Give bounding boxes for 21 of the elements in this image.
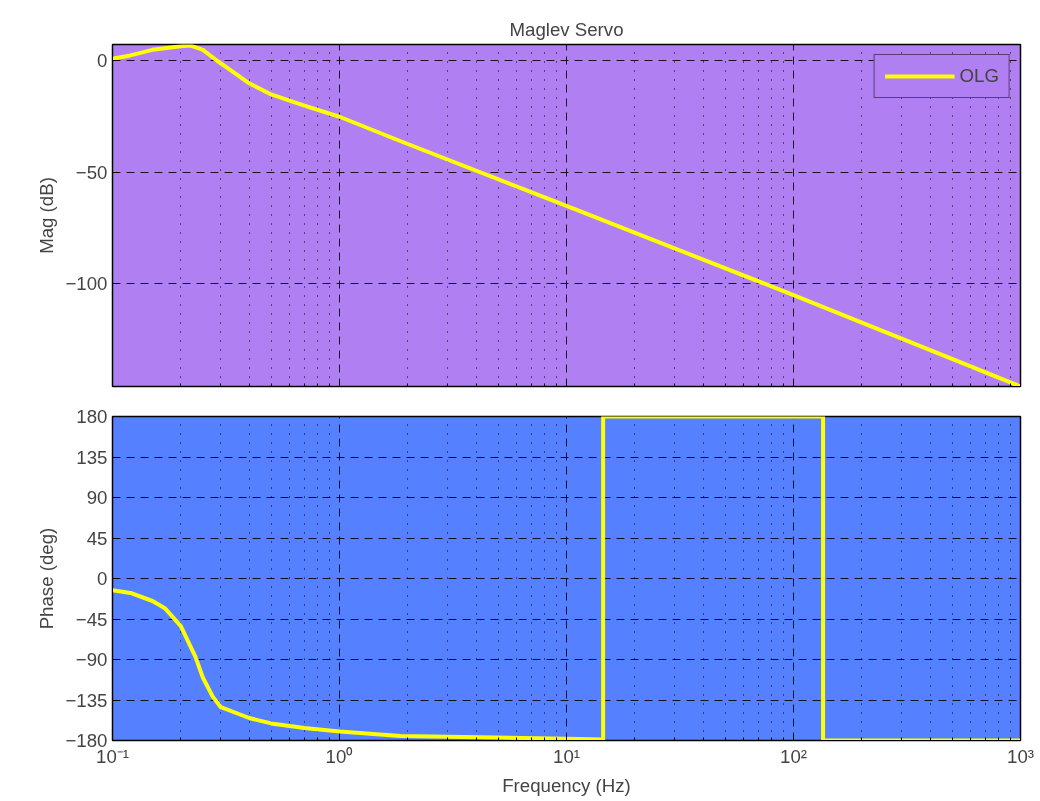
- x-tick-label: 10¹: [553, 745, 580, 767]
- legend-label: OLG: [959, 65, 999, 87]
- y-tick-label: −50: [75, 161, 108, 183]
- x-axis-title: Frequency (Hz): [502, 774, 631, 796]
- y-tick-label: −180: [65, 730, 108, 751]
- y-tick-label: −90: [75, 649, 108, 670]
- y-tick-label: 0: [97, 50, 108, 72]
- y-axis-title: Mag (dB): [36, 177, 58, 254]
- y-tick-label: 90: [86, 487, 108, 508]
- y-tick-label: 135: [76, 446, 108, 468]
- y-tick-label: −135: [65, 689, 108, 711]
- y-tick-label: −45: [75, 608, 108, 630]
- y-tick-label: 0: [97, 568, 108, 589]
- x-tick-label: 10²: [780, 745, 807, 767]
- chart-title: Maglev Servo: [509, 18, 624, 40]
- y-tick-label: −100: [65, 273, 108, 295]
- y-tick-label: 45: [86, 527, 108, 549]
- x-tick-label: 10⁰: [325, 745, 354, 767]
- y-axis-title: Phase (deg): [36, 527, 58, 630]
- x-tick-label: 10³: [1007, 745, 1034, 767]
- y-tick-label: 180: [76, 406, 108, 427]
